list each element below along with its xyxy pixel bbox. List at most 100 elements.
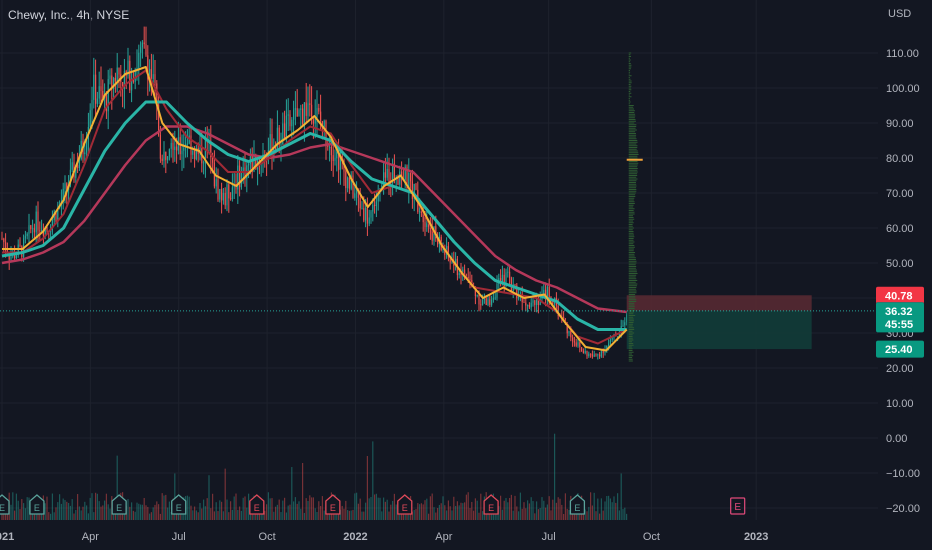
volume-profile-bar [628, 274, 637, 276]
time-axis[interactable]: 2021 Apr Jul Oct 2022 Apr Jul Oct 2023 [0, 520, 932, 550]
candle-body [617, 336, 619, 338]
candle-body [618, 333, 620, 337]
volume-bar [386, 499, 388, 520]
volume-bar [89, 497, 91, 520]
volume-bar [104, 500, 106, 520]
candle-body [147, 55, 149, 80]
volume-profile-bar [628, 357, 633, 358]
volume-bar [93, 512, 95, 520]
volume-bar [237, 509, 239, 520]
candle-body [393, 163, 395, 179]
volume-bar [467, 492, 469, 520]
volume-bar [276, 504, 278, 520]
symbol-title[interactable]: Chewy, Inc., 4h, NYSE [8, 8, 130, 22]
earnings-marker-box [569, 494, 586, 515]
volume-bar [338, 511, 340, 520]
volume-bar [208, 475, 210, 520]
candle-body [505, 272, 507, 287]
volume-profile-bar [628, 194, 636, 196]
volume-profile-bar [628, 250, 634, 252]
candle-body [123, 71, 125, 90]
volume-profile-bar [628, 318, 634, 320]
volume-bar [307, 500, 309, 520]
volume-bar [507, 502, 509, 520]
volume-profile-bar [628, 297, 636, 299]
earnings-marker-box [730, 497, 746, 515]
volume-profile-bar [628, 68, 631, 70]
volume-bar [496, 512, 498, 520]
volume-bar [132, 510, 134, 520]
candle-body [86, 139, 88, 153]
volume-profile-bar [628, 138, 637, 140]
volume-profile-bar [628, 211, 635, 213]
volume-bar [190, 505, 192, 520]
candle-body [303, 102, 305, 125]
candle-body [595, 354, 597, 356]
volume-profile-bar [628, 190, 637, 192]
volume-bar [415, 509, 417, 520]
price-axis[interactable]: 110.00 100.00 90.00 80.00 70.00 60.00 50.00 40.… [878, 0, 932, 550]
short-position-tool[interactable] [626, 295, 812, 350]
candle-body [428, 223, 430, 228]
price-badge-bg [876, 315, 924, 333]
volume-bar [451, 510, 453, 520]
volume-profile-bar [628, 343, 634, 344]
volume-profile-bar [628, 145, 638, 147]
volume-bar [12, 492, 14, 520]
candle-body [593, 354, 595, 357]
volume-bar [347, 510, 349, 520]
candle-body [437, 238, 439, 245]
volume-bar [366, 456, 368, 520]
volume-bar [554, 433, 556, 520]
volume-profile-bar [628, 238, 634, 239]
volume-bar [264, 510, 266, 520]
volume-bar [429, 496, 431, 520]
candle-body [1, 238, 3, 240]
candle-body [408, 172, 410, 189]
candle-body [145, 44, 147, 56]
volume-profile-bar [628, 252, 636, 253]
earnings-marker-letter: E [116, 503, 122, 513]
volume-profile-bar [628, 302, 635, 304]
volume-profile-bar [628, 98, 630, 99]
volume-bar [420, 503, 422, 520]
candle-body [420, 211, 422, 213]
volume-bar [318, 501, 320, 520]
candle-body [149, 69, 151, 80]
volume-bar [150, 512, 152, 520]
candle-body [334, 158, 336, 161]
volume-profile-bar [628, 323, 633, 325]
volume-bar [194, 506, 196, 520]
volume-bar [102, 505, 104, 520]
candle-body [509, 271, 511, 279]
volume-bar [424, 500, 426, 520]
candle-body [127, 60, 129, 76]
volume-profile-bar [628, 301, 637, 302]
volume-profile-bar [628, 306, 635, 308]
volume-profile-bar [628, 59, 631, 61]
volume-profile-bar [628, 115, 636, 117]
volume-profile-bar [628, 61, 631, 63]
volume-bar [525, 508, 527, 520]
volume-bar [478, 512, 480, 520]
volume-bar [278, 499, 280, 520]
volume-bar [244, 496, 246, 520]
volume-profile-bar [628, 150, 638, 152]
earnings-marker-letter: E [176, 503, 182, 513]
volume-profile-bar [628, 64, 632, 66]
volume-bar [539, 508, 541, 520]
volume-bar [219, 500, 221, 520]
candle-body [429, 227, 431, 229]
candle-body [114, 78, 116, 82]
candle-body [372, 204, 374, 212]
volume-bar [282, 500, 284, 520]
candle-body [91, 99, 93, 111]
volume-profile-bar [628, 192, 636, 194]
candle-body [523, 302, 525, 303]
earnings-marker-box [171, 494, 187, 515]
candle-body [474, 287, 476, 297]
volume-bar [384, 501, 386, 520]
volume-profile-bar [628, 260, 637, 262]
volume-profile-bar [628, 80, 632, 82]
